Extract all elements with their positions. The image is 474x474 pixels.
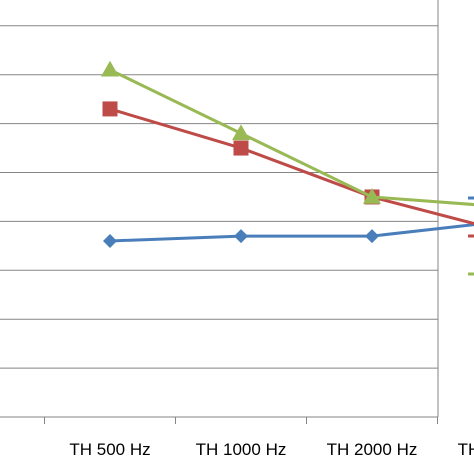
x-tick-label: TH 4000 Hz xyxy=(458,440,474,459)
axes xyxy=(0,0,439,424)
data-point xyxy=(102,101,118,117)
data-point xyxy=(234,229,248,244)
data-point xyxy=(232,124,250,141)
data-point xyxy=(103,233,117,248)
series-3 xyxy=(101,60,474,207)
x-tick-label: TH 1000 Hz xyxy=(196,440,287,459)
x-tick-label: TH 500 Hz xyxy=(69,440,150,459)
data-point xyxy=(101,60,119,77)
series-group xyxy=(101,60,474,248)
data-point xyxy=(363,187,381,204)
data-point xyxy=(365,229,379,244)
series-line xyxy=(109,107,474,226)
series-line xyxy=(109,68,474,207)
data-point xyxy=(233,140,249,156)
series-2 xyxy=(102,101,474,226)
legend xyxy=(468,196,474,276)
series-line xyxy=(109,223,474,243)
x-tick-labels: TH 500 Hz TH 1000 Hz TH 2000 Hz TH 4000 Hz xyxy=(69,440,474,459)
series-1 xyxy=(103,223,474,248)
x-tick-label: TH 2000 Hz xyxy=(327,440,418,459)
